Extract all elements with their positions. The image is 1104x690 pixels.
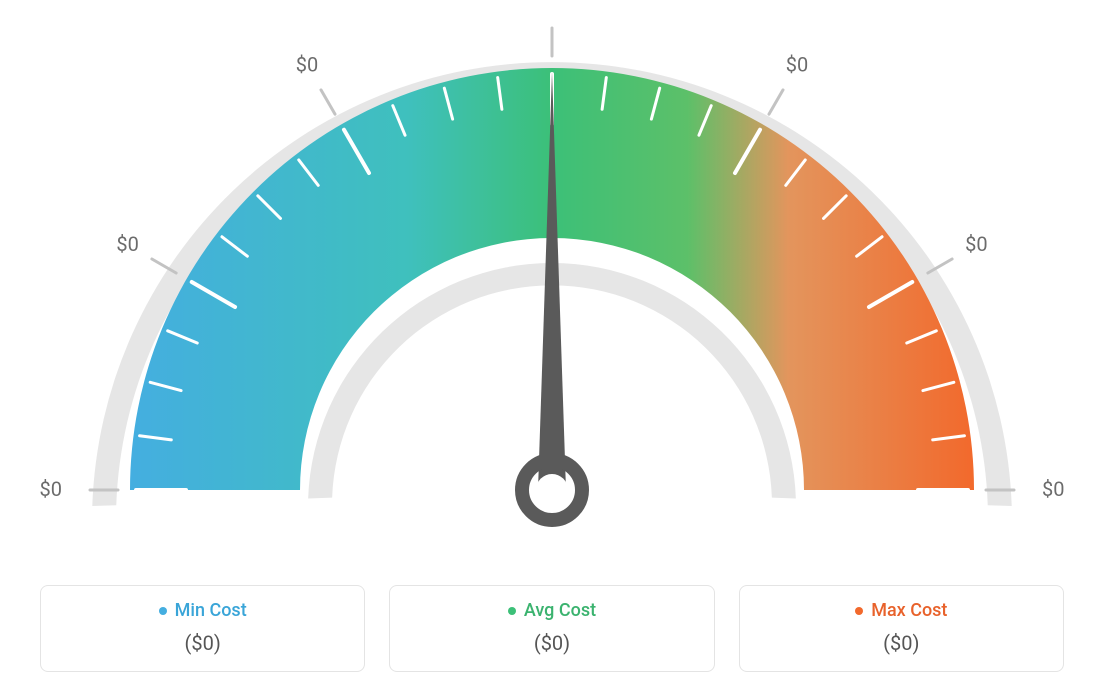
gauge-chart: $0$0$0$0$0$0$0 <box>0 0 1104 570</box>
dot-icon <box>159 607 167 615</box>
gauge-dial-label: $0 <box>965 232 987 256</box>
legend-title-min: Min Cost <box>159 600 247 621</box>
dot-icon <box>855 607 863 615</box>
gauge-dial-label: $0 <box>786 53 808 77</box>
legend-label: Min Cost <box>175 600 247 621</box>
legend-card-min: Min Cost ($0) <box>40 585 365 673</box>
dot-icon <box>508 607 516 615</box>
gauge-dial-label: $0 <box>296 53 318 77</box>
legend-label: Max Cost <box>871 600 947 621</box>
gauge-cost-widget: $0$0$0$0$0$0$0 Min Cost ($0) Avg Cost ($… <box>0 0 1104 690</box>
legend-row: Min Cost ($0) Avg Cost ($0) Max Cost ($0… <box>40 585 1064 673</box>
legend-value: ($0) <box>51 631 354 655</box>
legend-title-max: Max Cost <box>855 600 947 621</box>
legend-card-max: Max Cost ($0) <box>739 585 1064 673</box>
gauge-dial-label: $0 <box>116 232 138 256</box>
legend-value: ($0) <box>400 631 703 655</box>
legend-card-avg: Avg Cost ($0) <box>389 585 714 673</box>
gauge-dial-label: $0 <box>40 477 62 501</box>
gauge-dial-label: $0 <box>1042 477 1064 501</box>
gauge-svg: $0$0$0$0$0$0$0 <box>0 0 1104 570</box>
legend-label: Avg Cost <box>524 600 596 621</box>
legend-title-avg: Avg Cost <box>508 600 596 621</box>
legend-value: ($0) <box>750 631 1053 655</box>
